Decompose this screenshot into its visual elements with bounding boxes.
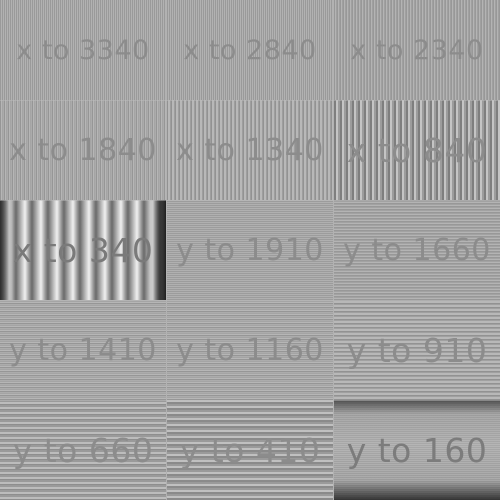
pattern-tile-y-410: y to 410 bbox=[167, 400, 333, 500]
pattern-tile-y-1160: y to 1160 bbox=[167, 300, 333, 400]
tile-label: x to 3340 bbox=[16, 34, 150, 66]
tile-divider bbox=[0, 200, 500, 201]
tile-divider bbox=[0, 100, 500, 101]
pattern-tile-x-840: x to 840 bbox=[334, 100, 500, 200]
tile-label: x to 2840 bbox=[183, 34, 317, 66]
tile-label: y to 1660 bbox=[343, 232, 491, 268]
tile-label: y to 1410 bbox=[9, 332, 157, 368]
pattern-tile-x-3340: x to 3340 bbox=[0, 0, 166, 100]
tile-label: x to 2340 bbox=[350, 34, 484, 66]
tile-label: y to 410 bbox=[179, 430, 321, 470]
pattern-tile-x-2340: x to 2340 bbox=[334, 0, 500, 100]
pattern-tile-x-340: x to 340 bbox=[0, 200, 166, 300]
pattern-tile-x-2840: x to 2840 bbox=[167, 0, 333, 100]
tile-label: x to 840 bbox=[346, 130, 488, 170]
tile-label: x to 340 bbox=[12, 230, 154, 270]
tile-label: y to 1160 bbox=[176, 332, 324, 368]
tile-label: y to 660 bbox=[12, 430, 154, 470]
tile-divider bbox=[166, 0, 167, 500]
tile-label: x to 1840 bbox=[9, 132, 157, 168]
tile-divider bbox=[333, 0, 334, 500]
tile-label: y to 910 bbox=[346, 330, 488, 370]
pattern-tile-x-1340: x to 1340 bbox=[167, 100, 333, 200]
tile-label: y to 1910 bbox=[176, 232, 324, 268]
pattern-tile-y-1410: y to 1410 bbox=[0, 300, 166, 400]
tile-divider bbox=[0, 400, 500, 401]
pattern-tile-y-1910: y to 1910 bbox=[167, 200, 333, 300]
pattern-tile-y-660: y to 660 bbox=[0, 400, 166, 500]
pattern-tile-x-1840: x to 1840 bbox=[0, 100, 166, 200]
pattern-tile-y-910: y to 910 bbox=[334, 300, 500, 400]
pattern-tile-y-1660: y to 1660 bbox=[334, 200, 500, 300]
pattern-tile-y-160: y to 160 bbox=[334, 400, 500, 500]
tile-label: x to 1340 bbox=[176, 132, 324, 168]
tile-label: y to 160 bbox=[346, 430, 488, 470]
tile-divider bbox=[0, 300, 500, 301]
